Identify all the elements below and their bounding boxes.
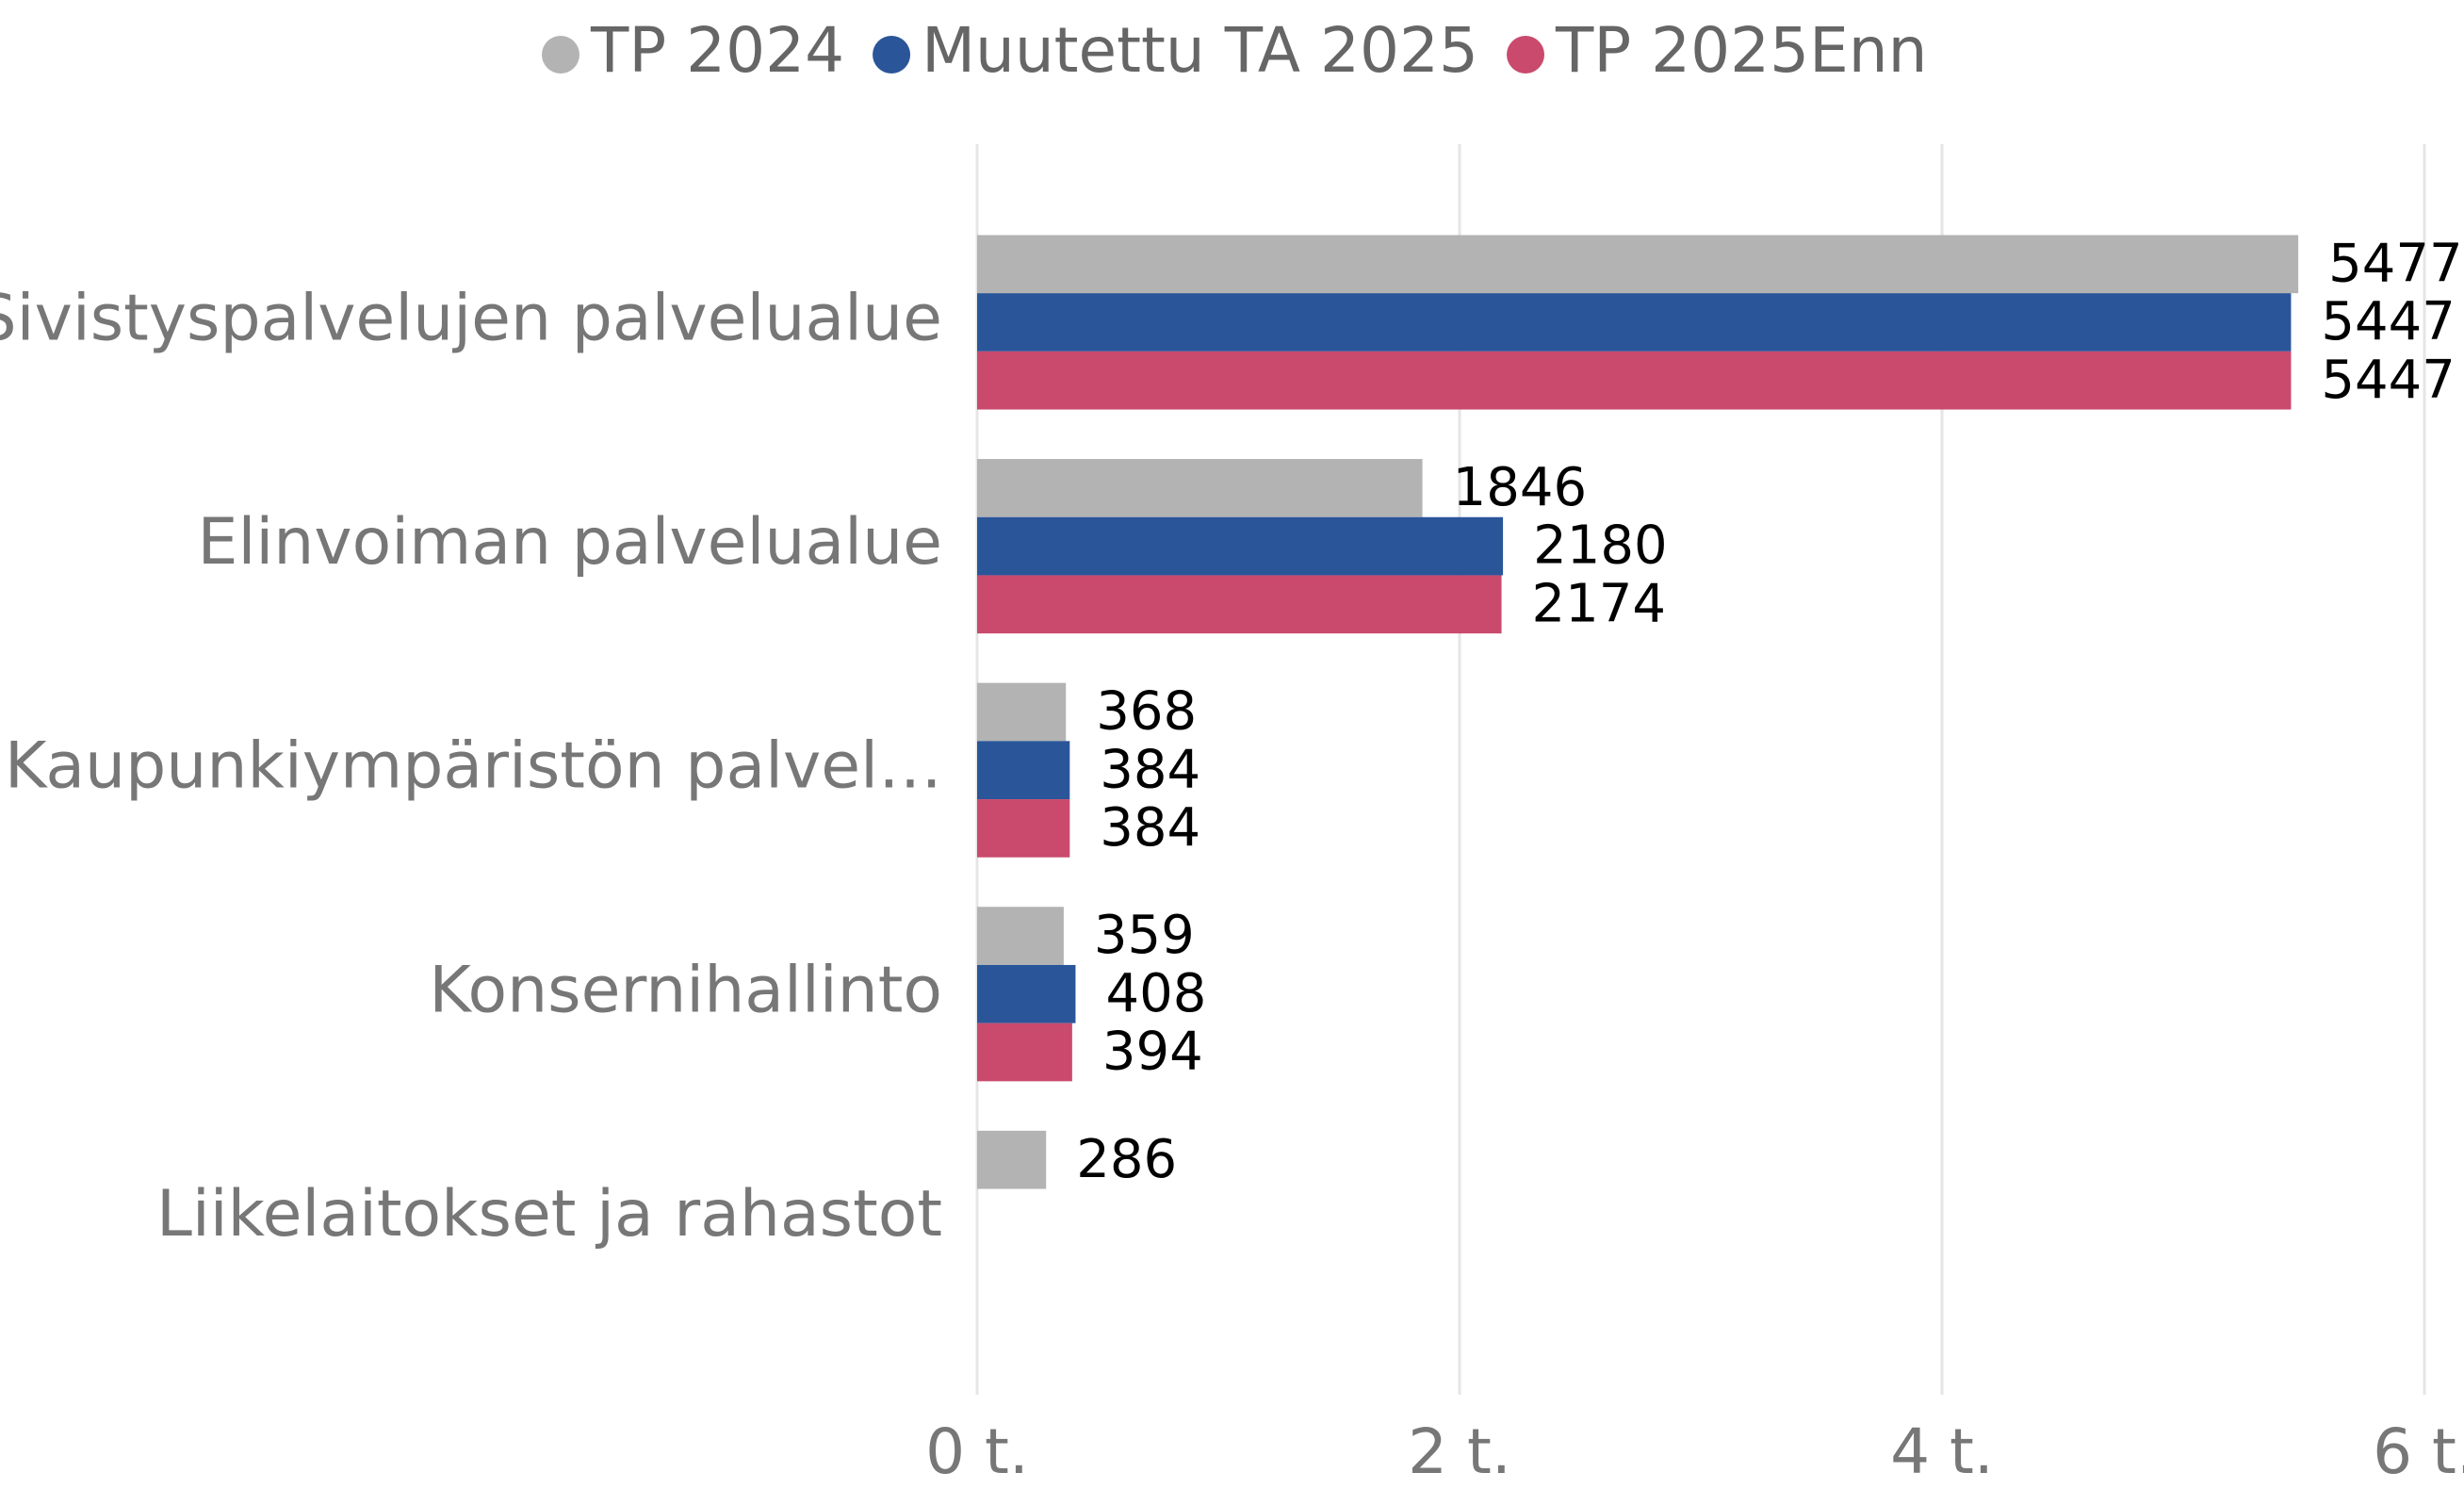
category-label: Liikelaitokset ja rahastot	[156, 1177, 942, 1252]
category-label: Sivistyspalvelujen palvelualue	[0, 282, 942, 356]
data-label: 2174	[1532, 573, 1667, 634]
bar	[977, 459, 1423, 517]
bar	[977, 575, 1502, 634]
data-label: 1846	[1453, 457, 1588, 518]
data-label: 286	[1076, 1129, 1177, 1190]
x-tick-label: 0 t.	[925, 1415, 1029, 1488]
data-label: 368	[1096, 681, 1197, 743]
data-label: 5447	[2321, 350, 2456, 411]
bar	[977, 1023, 1072, 1082]
data-label: 2180	[1533, 515, 1668, 577]
bar	[977, 799, 1070, 858]
legend-marker	[873, 36, 911, 74]
x-tick-label: 6 t.	[2373, 1415, 2464, 1488]
data-label: 359	[1094, 905, 1195, 966]
data-label: 384	[1100, 797, 1200, 859]
x-tick-label: 4 t.	[1890, 1415, 1994, 1488]
legend-label: TP 2024	[590, 14, 844, 87]
legend-marker	[542, 36, 579, 74]
data-label: 384	[1100, 739, 1200, 800]
data-label: 408	[1105, 963, 1206, 1024]
category-label: Elinvoiman palvelualue	[198, 505, 943, 580]
bar	[977, 964, 1076, 1023]
category-label: Kaupunkiympäristön palvel…	[5, 729, 942, 804]
bar	[977, 351, 2292, 410]
data-label: 394	[1102, 1022, 1203, 1083]
legend-label: TP 2025Enn	[1555, 14, 1927, 87]
bar	[977, 293, 2292, 352]
bar	[977, 907, 1064, 965]
legend-label: Muutettu TA 2025	[922, 14, 1478, 87]
legend-marker	[1507, 36, 1545, 74]
bar	[977, 516, 1504, 576]
x-tick-label: 2 t.	[1408, 1415, 1511, 1488]
bar	[977, 682, 1067, 742]
data-label: 5447	[2321, 291, 2456, 352]
bar	[977, 741, 1070, 800]
category-label: Konsernihallinto	[429, 953, 942, 1027]
data-label: 5477	[2328, 233, 2463, 294]
bar	[977, 1130, 1047, 1189]
bar	[977, 235, 2299, 294]
